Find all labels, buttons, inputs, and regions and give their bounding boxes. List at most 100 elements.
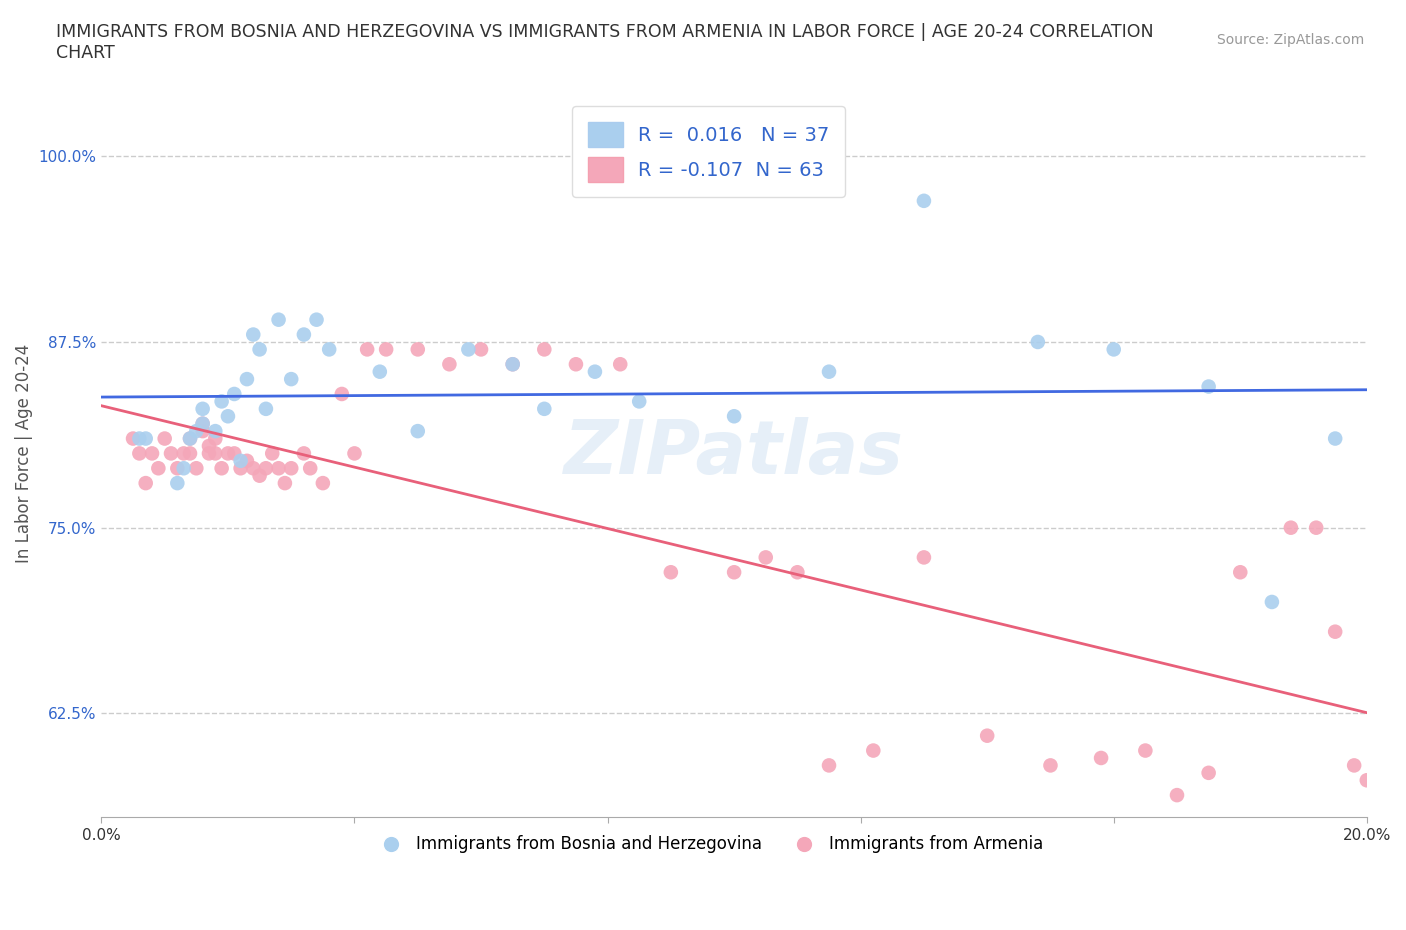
Point: [305, 312, 328, 327]
Point: [862, 743, 884, 758]
Point: [191, 417, 214, 432]
Point: [1102, 342, 1125, 357]
Point: [609, 357, 631, 372]
Point: [249, 468, 271, 483]
Point: [128, 446, 150, 461]
Point: [312, 475, 335, 490]
Point: [135, 432, 157, 446]
Point: [211, 394, 233, 409]
Text: Source: ZipAtlas.com: Source: ZipAtlas.com: [1216, 33, 1364, 46]
Point: [1279, 520, 1302, 535]
Point: [439, 357, 461, 372]
Point: [457, 342, 479, 357]
Point: [179, 432, 201, 446]
Point: [173, 461, 195, 476]
Point: [1198, 765, 1220, 780]
Point: [280, 372, 302, 387]
Point: [292, 327, 315, 342]
Point: [502, 357, 524, 372]
Point: [267, 312, 290, 327]
Point: [236, 454, 259, 469]
Point: [122, 432, 145, 446]
Point: [166, 461, 188, 476]
Point: [254, 402, 277, 417]
Y-axis label: In Labor Force | Age 20-24: In Labor Force | Age 20-24: [15, 344, 32, 563]
Point: [1343, 758, 1365, 773]
Point: [723, 409, 745, 424]
Point: [191, 402, 214, 417]
Text: ZIPatlas: ZIPatlas: [564, 417, 904, 490]
Point: [224, 387, 246, 402]
Point: [356, 342, 378, 357]
Point: [204, 446, 226, 461]
Point: [217, 409, 239, 424]
Point: [179, 446, 201, 461]
Point: [242, 461, 264, 476]
Point: [502, 357, 524, 372]
Point: [1090, 751, 1112, 765]
Point: [254, 461, 277, 476]
Point: [1261, 594, 1284, 609]
Point: [128, 432, 150, 446]
Point: [179, 432, 201, 446]
Point: [583, 365, 606, 379]
Point: [173, 446, 195, 461]
Point: [912, 550, 935, 565]
Point: [628, 394, 651, 409]
Point: [236, 372, 259, 387]
Point: [262, 446, 284, 461]
Point: [406, 342, 429, 357]
Point: [166, 475, 188, 490]
Point: [786, 565, 808, 579]
Point: [198, 446, 221, 461]
Point: [659, 565, 682, 579]
Point: [204, 424, 226, 439]
Point: [976, 728, 998, 743]
Point: [1305, 520, 1327, 535]
Point: [565, 357, 588, 372]
Legend: Immigrants from Bosnia and Herzegovina, Immigrants from Armenia: Immigrants from Bosnia and Herzegovina, …: [368, 829, 1050, 860]
Point: [330, 387, 353, 402]
Point: [1355, 773, 1378, 788]
Point: [148, 461, 170, 476]
Point: [723, 565, 745, 579]
Point: [211, 461, 233, 476]
Point: [1324, 624, 1347, 639]
Point: [1324, 432, 1347, 446]
Point: [191, 417, 214, 432]
Point: [343, 446, 366, 461]
Point: [267, 461, 290, 476]
Point: [280, 461, 302, 476]
Point: [186, 424, 208, 439]
Point: [153, 432, 176, 446]
Point: [191, 424, 214, 439]
Point: [818, 365, 841, 379]
Point: [375, 342, 398, 357]
Point: [135, 475, 157, 490]
Point: [1039, 758, 1062, 773]
Point: [292, 446, 315, 461]
Point: [318, 342, 340, 357]
Point: [217, 446, 239, 461]
Point: [1166, 788, 1188, 803]
Point: [533, 342, 555, 357]
Point: [368, 365, 391, 379]
Point: [1026, 335, 1049, 350]
Point: [818, 758, 841, 773]
Point: [1229, 565, 1251, 579]
Point: [198, 439, 221, 454]
Point: [1198, 379, 1220, 394]
Point: [160, 446, 183, 461]
Point: [204, 432, 226, 446]
Point: [274, 475, 297, 490]
Point: [224, 446, 246, 461]
Point: [470, 342, 492, 357]
Point: [229, 454, 252, 469]
Point: [229, 461, 252, 476]
Point: [755, 550, 778, 565]
Point: [186, 461, 208, 476]
Text: IMMIGRANTS FROM BOSNIA AND HERZEGOVINA VS IMMIGRANTS FROM ARMENIA IN LABOR FORCE: IMMIGRANTS FROM BOSNIA AND HERZEGOVINA V…: [56, 23, 1154, 62]
Point: [299, 461, 322, 476]
Point: [533, 402, 555, 417]
Point: [912, 193, 935, 208]
